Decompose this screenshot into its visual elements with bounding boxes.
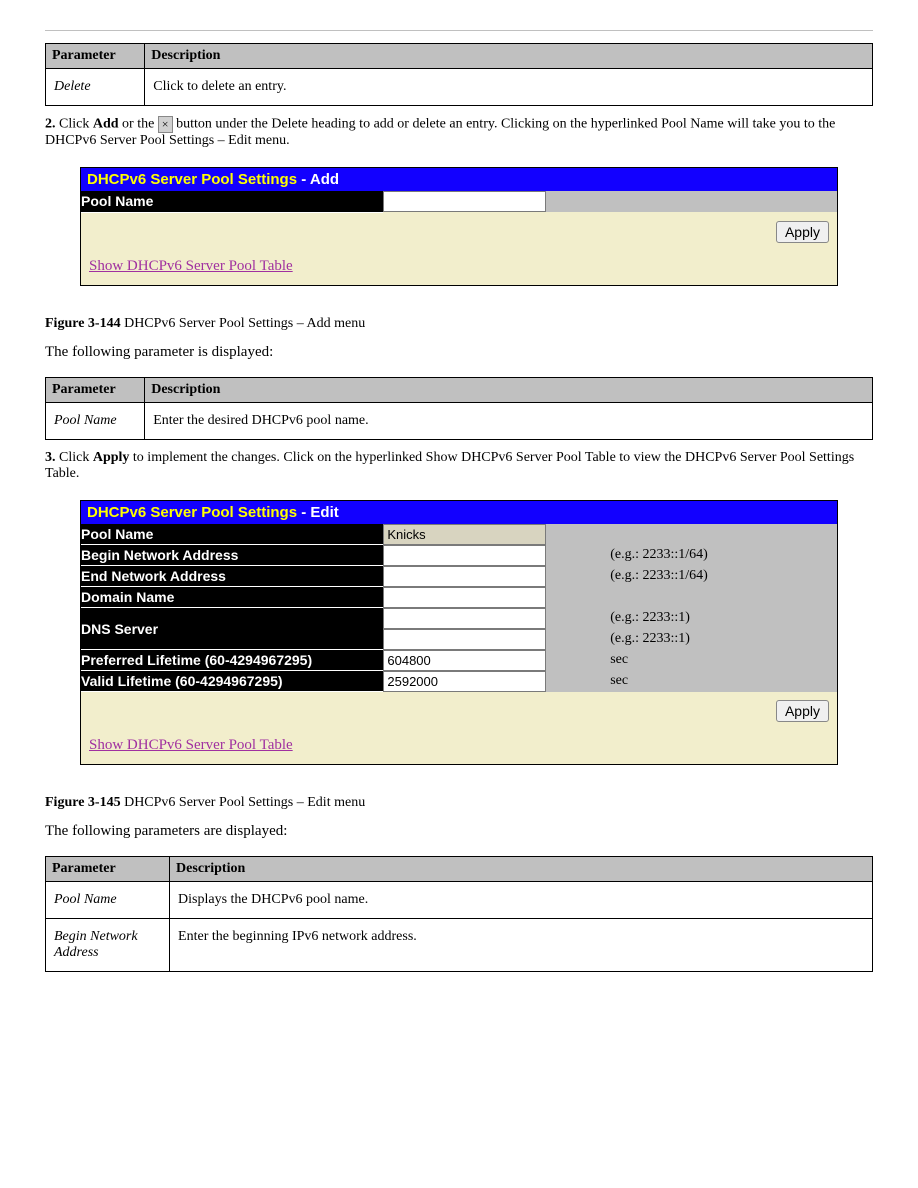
caption-add-fig: Figure 3-144 (45, 316, 121, 331)
add-th-description: Description (145, 377, 873, 402)
add-panel: DHCPv6 Server Pool Settings - Add Pool N… (80, 167, 838, 286)
edit-th-description: Description (170, 857, 873, 882)
add-heading-main: DHCPv6 Server Pool Settings (87, 171, 297, 188)
row-delete-desc: Click to delete an entry. (145, 69, 873, 106)
add-poolname-control (383, 191, 610, 212)
edit-row1-desc: Displays the DHCPv6 pool name. (170, 882, 873, 919)
edit-poolname-label: Pool Name (81, 524, 383, 545)
edit-domain-input[interactable] (383, 587, 546, 608)
edit-row2-label: Begin Network Address (46, 919, 170, 972)
instruction-add: 2. Click Add or the × button under the D… (45, 116, 873, 149)
edit-valid-control (383, 671, 610, 692)
edit-pref-hint: sec (610, 650, 837, 671)
edit-poolname-hint (610, 524, 837, 545)
edit-begin-control (383, 545, 610, 566)
edit-end-input[interactable] (383, 566, 546, 587)
edit-domain-control (383, 587, 610, 608)
caption-edit-text: DHCPv6 Server Pool Settings – Edit menu (121, 795, 366, 810)
edit-dns1-hint: (e.g.: 2233::1) (610, 608, 837, 629)
edit-domain-label: Domain Name (81, 587, 383, 608)
add-show-pool-link[interactable]: Show DHCPv6 Server Pool Table (89, 258, 293, 274)
edit-show-pool-link[interactable]: Show DHCPv6 Server Pool Table (89, 737, 293, 753)
instr-edit-suffix: to implement the changes. Click on the h… (45, 450, 854, 481)
add-apply-row: Apply (81, 213, 837, 251)
edit-param-table: Parameter Description Pool Name Displays… (45, 856, 873, 972)
add-apply-button[interactable]: Apply (776, 221, 829, 243)
edit-apply-row: Apply (81, 692, 837, 730)
delete-param-table: Parameter Description Delete Click to de… (45, 43, 873, 106)
edit-poolname-input[interactable] (383, 524, 546, 545)
instr-edit-bold: Apply (93, 450, 130, 465)
caption-edit-fig: Figure 3-145 (45, 795, 121, 810)
edit-panel-heading: DHCPv6 Server Pool Settings - Edit (81, 501, 837, 524)
add-row-poolname-desc: Enter the desired DHCPv6 pool name. (145, 402, 873, 439)
edit-dns2-control (383, 629, 610, 650)
step-3: 3. (45, 450, 56, 465)
edit-domain-hint (610, 587, 837, 608)
page-rule (45, 30, 873, 31)
edit-valid-hint: sec (610, 671, 837, 692)
edit-heading-sub: - Edit (301, 504, 339, 521)
th-parameter: Parameter (46, 44, 145, 69)
edit-begin-label: Begin Network Address (81, 545, 383, 566)
edit-field-table: Pool Name Begin Network Address (e.g.: 2… (81, 524, 837, 693)
edit-begin-hint: (e.g.: 2233::1/64) (610, 545, 837, 566)
edit-end-label: End Network Address (81, 566, 383, 587)
add-link-row: Show DHCPv6 Server Pool Table (81, 251, 837, 285)
edit-pref-label: Preferred Lifetime (60-4294967295) (81, 650, 383, 671)
below-add: The following parameter is displayed: (45, 344, 873, 361)
add-field-table: Pool Name (81, 191, 837, 213)
edit-th-parameter: Parameter (46, 857, 170, 882)
edit-panel: DHCPv6 Server Pool Settings - Edit Pool … (80, 500, 838, 766)
caption-edit: Figure 3-145 DHCPv6 Server Pool Settings… (45, 795, 873, 811)
add-poolname-input[interactable] (383, 191, 546, 212)
add-panel-heading: DHCPv6 Server Pool Settings - Add (81, 168, 837, 191)
add-param-table: Parameter Description Pool Name Enter th… (45, 377, 873, 440)
edit-dns1-control (383, 608, 610, 629)
edit-end-hint: (e.g.: 2233::1/64) (610, 566, 837, 587)
edit-valid-input[interactable] (383, 671, 546, 692)
add-heading-sub: - Add (301, 171, 339, 188)
edit-row2-desc: Enter the beginning IPv6 network address… (170, 919, 873, 972)
step-2: 2. (45, 117, 56, 132)
edit-apply-button[interactable]: Apply (776, 700, 829, 722)
edit-dns-label: DNS Server (81, 608, 383, 650)
instr-add-bold: Add (93, 117, 119, 132)
instruction-edit: 3. Click Apply to implement the changes.… (45, 450, 873, 482)
add-poolname-label: Pool Name (81, 191, 383, 212)
below-edit: The following parameters are displayed: (45, 823, 873, 840)
instr-add-middle: or the (119, 117, 158, 132)
instr-add-prefix: Click (59, 117, 93, 132)
delete-x-icon: × (158, 116, 173, 133)
add-row-poolname-label: Pool Name (46, 402, 145, 439)
edit-pref-control (383, 650, 610, 671)
edit-valid-label: Valid Lifetime (60-4294967295) (81, 671, 383, 692)
edit-row1-label: Pool Name (46, 882, 170, 919)
edit-dns1-input[interactable] (383, 608, 546, 629)
edit-pref-input[interactable] (383, 650, 546, 671)
edit-begin-input[interactable] (383, 545, 546, 566)
edit-end-control (383, 566, 610, 587)
th-description: Description (145, 44, 873, 69)
instr-edit-prefix: Click (56, 450, 93, 465)
add-th-parameter: Parameter (46, 377, 145, 402)
edit-dns2-hint: (e.g.: 2233::1) (610, 629, 837, 650)
edit-poolname-control (383, 524, 610, 545)
add-poolname-hint (610, 191, 837, 212)
edit-heading-main: DHCPv6 Server Pool Settings (87, 504, 297, 521)
caption-add-text: DHCPv6 Server Pool Settings – Add menu (121, 316, 366, 331)
row-delete-label: Delete (46, 69, 145, 106)
edit-dns2-input[interactable] (383, 629, 546, 650)
caption-add: Figure 3-144 DHCPv6 Server Pool Settings… (45, 316, 873, 332)
edit-link-row: Show DHCPv6 Server Pool Table (81, 730, 837, 764)
